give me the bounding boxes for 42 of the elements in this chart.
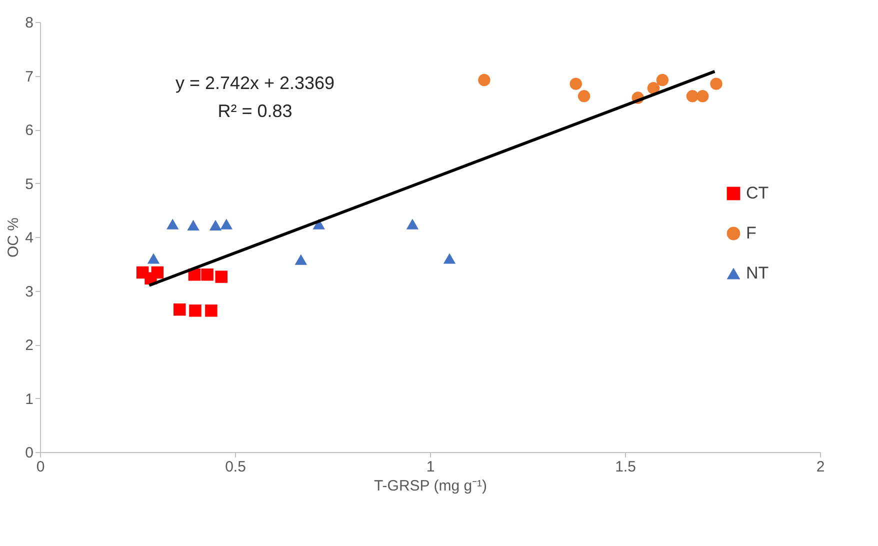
y-tick-label: 0: [25, 444, 34, 462]
y-tick-label: 5: [25, 176, 34, 193]
x-tick-label: 0: [36, 458, 45, 476]
point: [570, 78, 582, 90]
point: [686, 90, 699, 102]
y-tick-label: 4: [25, 230, 34, 246]
annotation: R² = 0.83: [218, 101, 292, 121]
point: [147, 253, 160, 264]
legend-label: F: [746, 224, 756, 242]
point: [710, 78, 722, 90]
legend-label: NT: [746, 264, 769, 282]
point: [406, 218, 419, 230]
point: [215, 270, 228, 283]
annotation: y = 2.742x + 2.3369: [175, 73, 335, 93]
y-tick-label: 8: [25, 14, 34, 32]
point: [647, 82, 660, 94]
point: [205, 304, 218, 317]
point: [220, 218, 233, 230]
point: [173, 303, 186, 316]
x-tick-label: 1: [426, 458, 435, 476]
point: [209, 220, 222, 230]
point: [443, 253, 456, 264]
point: [187, 220, 200, 230]
x-tick-label: 2: [816, 458, 825, 476]
legend-label: CT: [746, 184, 769, 202]
point: [696, 90, 709, 102]
point: [166, 218, 179, 230]
point: [478, 74, 490, 86]
point: [189, 304, 202, 317]
point: [578, 90, 590, 102]
x-tick-label: 0.5: [225, 458, 246, 476]
point: [294, 254, 308, 265]
y-axis-title: OC %: [5, 217, 22, 258]
x-tick-label: 1.5: [615, 458, 636, 476]
point: [656, 74, 669, 86]
x-axis-title: T-GRSP (mg g⁻¹): [374, 478, 488, 494]
y-tick-label: 6: [25, 122, 34, 139]
y-tick-label: 3: [25, 283, 34, 300]
y-tick-label: 2: [25, 337, 34, 354]
y-tick-label: 7: [25, 68, 34, 86]
point: [201, 268, 214, 281]
y-tick-label: 1: [25, 390, 34, 408]
